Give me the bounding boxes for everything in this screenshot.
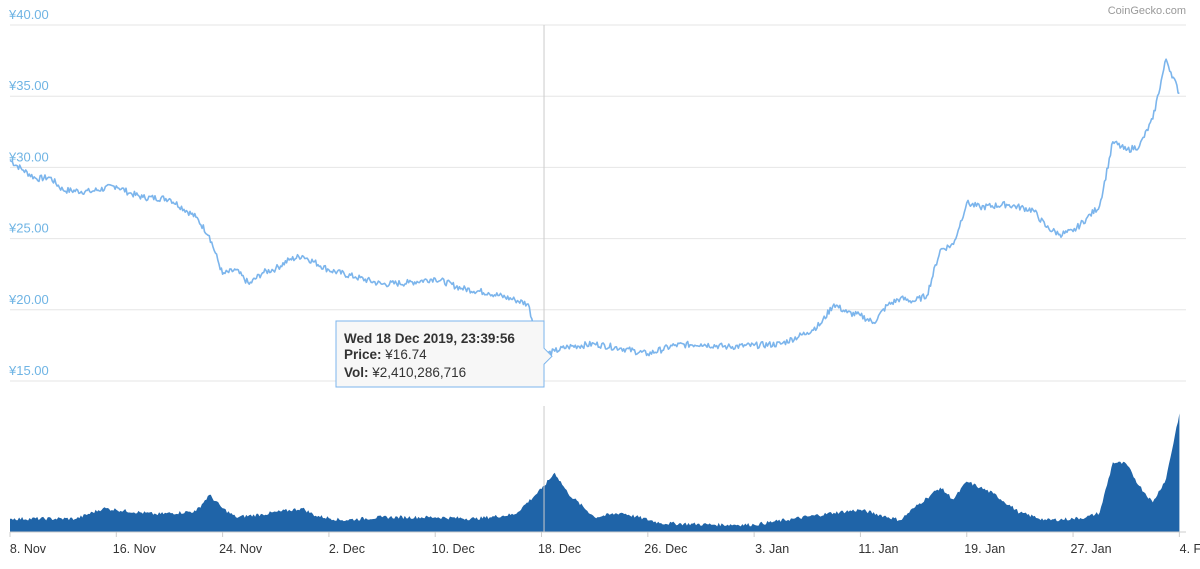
x-tick-label: 2. Dec <box>329 542 365 556</box>
tooltip-vol-label: Vol: <box>344 365 369 380</box>
x-tick-label: 27. Jan <box>1071 542 1112 556</box>
x-axis-ticks: 8. Nov 16. Nov 24. Nov 2. Dec 10. Dec 18. Dec… <box>9 532 1200 556</box>
x-tick-label: 18. Dec <box>538 542 581 556</box>
y-tick-label: ¥40.00 <box>8 7 49 22</box>
tooltip-price-value: ¥16.74 <box>384 347 427 362</box>
coingecko-credit-link[interactable]: CoinGecko.com <box>1108 5 1186 17</box>
x-tick-label: 24. Nov <box>219 542 263 556</box>
tooltip-box <box>335 320 553 388</box>
x-tick-label: 16. Nov <box>113 542 157 556</box>
volume-area-fill <box>10 413 1180 532</box>
y-tick-label: ¥35.00 <box>8 78 49 93</box>
x-tick-label: 11. Jan <box>858 542 898 556</box>
tooltip-vol-row: Vol: ¥2,410,286,716 <box>344 365 466 380</box>
y-axis-ticks: ¥15.00 ¥20.00 ¥25.00 ¥30.00 ¥35.00 ¥40.00 <box>8 7 49 378</box>
x-tick-label: 3. Jan <box>755 542 789 556</box>
x-tick-label: 10. Dec <box>432 542 475 556</box>
volume-area <box>10 413 1186 533</box>
x-tick-label: 4. Feb <box>1180 542 1200 556</box>
x-tick-label: 19. Jan <box>964 542 1005 556</box>
y-tick-label: ¥15.00 <box>8 363 49 378</box>
price-series <box>9 58 1180 359</box>
grid-lines <box>10 24 1186 382</box>
y-tick-label: ¥25.00 <box>8 221 49 236</box>
y-tick-label: ¥20.00 <box>8 292 49 307</box>
x-tick-label: 26. Dec <box>644 542 687 556</box>
tooltip-vol-value: ¥2,410,286,716 <box>371 365 466 380</box>
tooltip-price-label: Price: <box>344 347 382 362</box>
tooltip-price-row: Price: ¥16.74 <box>344 347 427 362</box>
price-tooltip: Wed 18 Dec 2019, 23:39:56 Price: ¥16.74 … <box>335 320 553 388</box>
price-line <box>9 58 1180 359</box>
tooltip-date: Wed 18 Dec 2019, 23:39:56 <box>344 331 515 346</box>
y-tick-label: ¥30.00 <box>8 149 49 164</box>
x-tick-label: 8. Nov <box>10 542 47 556</box>
